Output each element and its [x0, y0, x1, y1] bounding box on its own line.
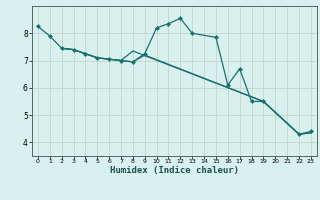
X-axis label: Humidex (Indice chaleur): Humidex (Indice chaleur): [110, 166, 239, 175]
